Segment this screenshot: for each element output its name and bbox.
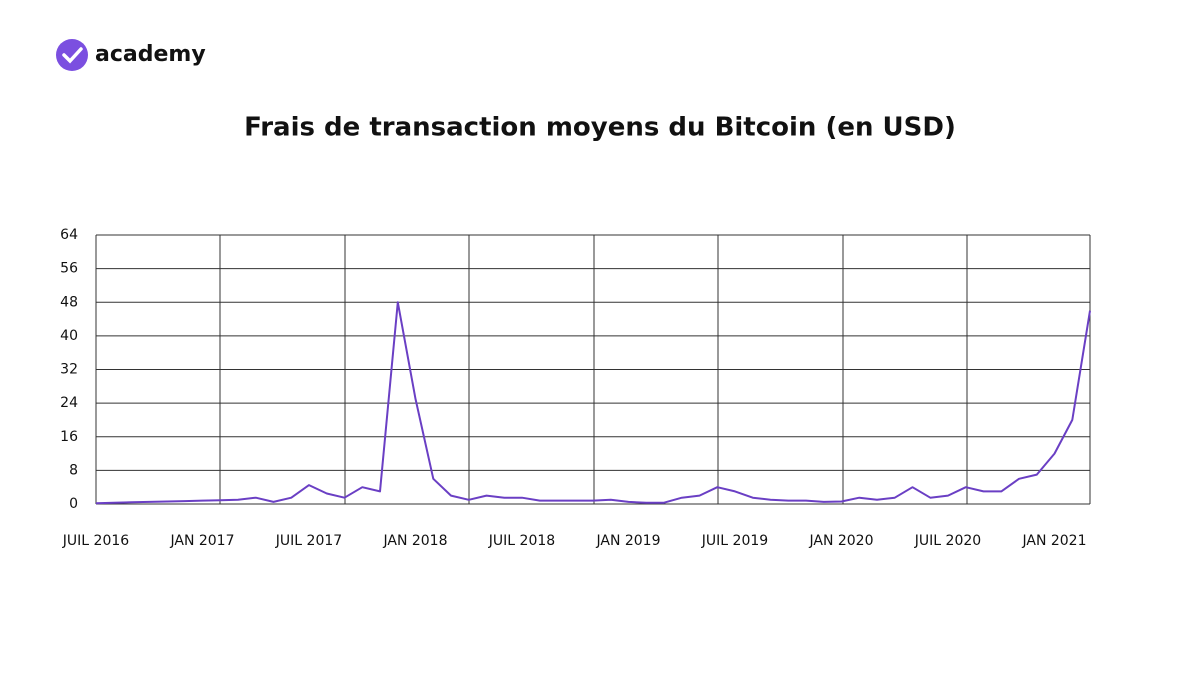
y-tick-label: 32: [60, 362, 78, 378]
x-tick-label: JUIL 2017: [275, 533, 342, 549]
y-tick-label: 0: [69, 496, 78, 512]
logo: academy: [56, 39, 206, 71]
x-tick-label: JAN 2017: [169, 533, 234, 549]
x-tick-label: JAN 2021: [1021, 533, 1086, 549]
logo-text: academy: [95, 42, 206, 67]
x-tick-label: JUIL 2020: [914, 533, 981, 549]
data-line: [95, 301, 1091, 505]
logo-icon: [56, 39, 88, 71]
x-tick-label: JUIL 2018: [488, 533, 555, 549]
x-tick-label: JAN 2019: [595, 533, 660, 549]
chart-title: Frais de transaction moyens du Bitcoin (…: [244, 113, 956, 143]
y-tick-label: 16: [60, 429, 78, 445]
y-tick-label: 64: [60, 227, 78, 243]
x-tick-label: JUIL 2019: [701, 533, 768, 549]
x-tick-label: JAN 2018: [382, 533, 447, 549]
x-tick-label: JAN 2020: [808, 533, 873, 549]
y-tick-label: 40: [60, 328, 78, 344]
y-tick-label: 56: [60, 261, 78, 277]
logo-check: [62, 47, 83, 64]
y-tick-label: 48: [60, 294, 78, 310]
y-tick-label: 24: [60, 395, 78, 411]
x-tick-label: JUIL 2016: [62, 533, 129, 549]
y-tick-label: 8: [69, 462, 78, 478]
